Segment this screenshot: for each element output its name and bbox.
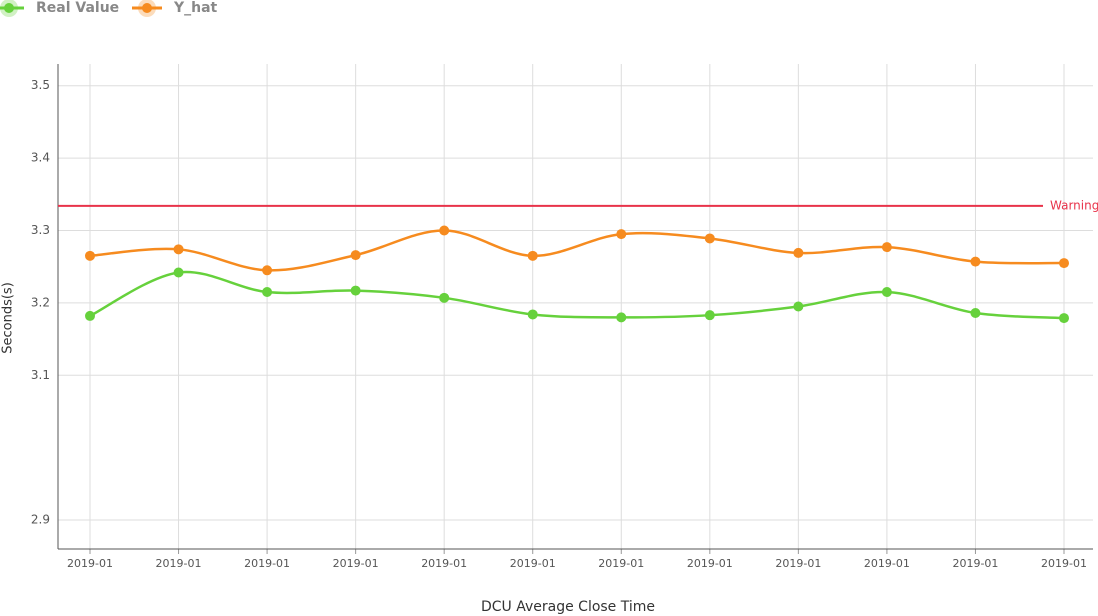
data-point (1059, 258, 1069, 269)
data-point (793, 301, 804, 312)
x-tick-label: 2019-01 (333, 557, 379, 570)
y-tick-label: 2.9 (31, 513, 50, 527)
data-point (881, 287, 892, 298)
y-tick-label: 3.2 (31, 295, 50, 309)
data-point (881, 242, 892, 253)
y-tick-label: 3.4 (31, 151, 50, 165)
data-point (262, 265, 273, 276)
data-point (527, 309, 538, 320)
x-tick-label: 2019-01 (1041, 557, 1087, 570)
legend-dot (142, 3, 152, 13)
data-point (1059, 313, 1069, 324)
data-point (704, 233, 715, 244)
y-tick-label: 3.3 (31, 223, 50, 237)
y-axis-label: Seconds(s) (1, 282, 16, 354)
data-point (85, 310, 95, 321)
data-point (704, 310, 715, 321)
x-tick-label: 2019-01 (598, 557, 644, 570)
data-point (350, 285, 361, 296)
data-point (616, 229, 627, 240)
legend-dot (4, 3, 14, 13)
y-tick-label: 3.5 (31, 78, 50, 92)
x-tick-label: 2019-01 (952, 557, 998, 570)
x-tick-label: 2019-01 (156, 557, 202, 570)
x-tick-label: 2019-01 (244, 557, 290, 570)
x-axis-label: DCU Average Close Time (481, 599, 655, 615)
x-tick-label: 2019-01 (864, 557, 910, 570)
data-point (262, 287, 273, 298)
warning-label: Warning (1050, 198, 1098, 212)
series-line (89, 229, 1065, 272)
legend-label: Real Value (36, 0, 119, 16)
y-tick-label: 3.1 (31, 368, 50, 382)
data-point (439, 225, 450, 236)
x-tick-label: 2019-01 (510, 557, 556, 570)
data-point (970, 308, 981, 319)
data-point (350, 250, 361, 261)
x-tick-label: 2019-01 (421, 557, 467, 570)
x-tick-label: 2019-01 (67, 557, 113, 570)
data-point (970, 256, 981, 267)
data-point (793, 247, 804, 258)
data-point (527, 250, 538, 261)
data-point (85, 250, 95, 261)
x-tick-label: 2019-01 (687, 557, 733, 570)
data-point (173, 267, 184, 278)
data-point (616, 312, 627, 323)
data-point (439, 292, 450, 303)
x-tick-label: 2019-01 (775, 557, 821, 570)
data-point (173, 244, 184, 255)
series-line (89, 270, 1065, 320)
legend-label: Y_hat (173, 0, 218, 16)
